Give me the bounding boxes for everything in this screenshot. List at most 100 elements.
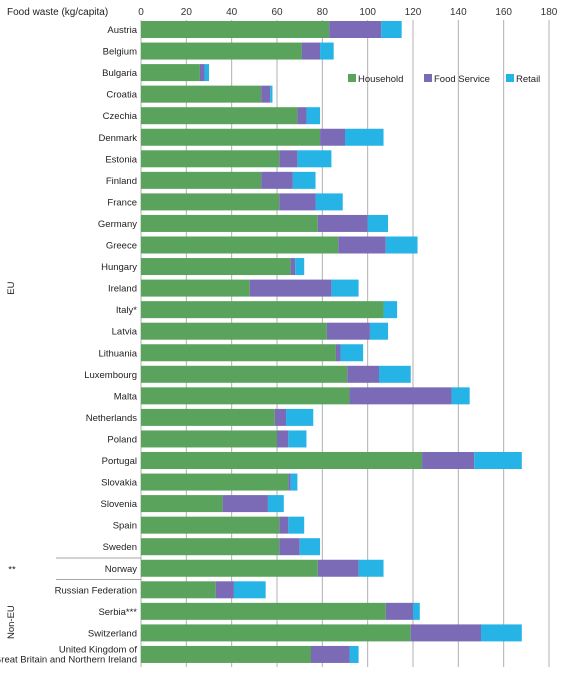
bar-segment-food-service xyxy=(222,495,268,513)
bar-segment-retail xyxy=(288,516,305,534)
bar-segment-food-service xyxy=(199,64,205,82)
bar-segment-household xyxy=(141,301,384,319)
bar-segment-food-service xyxy=(215,581,234,599)
legend-swatch xyxy=(506,74,514,82)
bar-segment-food-service xyxy=(326,322,370,340)
category-label: Spain xyxy=(113,521,137,532)
bar-segment-retail xyxy=(481,624,522,642)
x-axis-title: Food waste (kg/capita) xyxy=(7,7,108,18)
bar-segment-food-service xyxy=(279,516,289,534)
bar-segment-food-service xyxy=(338,236,386,254)
bar-segment-retail xyxy=(267,495,284,513)
bar-segment-household xyxy=(141,279,250,297)
category-label: Poland xyxy=(107,434,137,445)
category-label: Netherlands xyxy=(86,413,137,424)
category-label: Russian Federation xyxy=(55,585,137,596)
category-label: Austria xyxy=(107,25,137,36)
legend: Household Food Service Retail xyxy=(348,74,540,85)
bar-segment-household xyxy=(141,430,277,448)
bar-segment-retail xyxy=(315,193,343,211)
category-label: Portugal xyxy=(102,456,137,467)
bar-segment-retail xyxy=(270,85,273,103)
bar-segment-food-service xyxy=(311,645,350,663)
bar-segment-retail xyxy=(369,322,389,340)
bar-segment-food-service xyxy=(261,85,271,103)
category-label: Italy* xyxy=(116,305,137,316)
bar-segment-food-service xyxy=(301,42,321,60)
bar-segment-food-service xyxy=(317,559,359,577)
bar-segment-household xyxy=(141,581,216,599)
bar-segment-retail xyxy=(306,107,321,125)
bars xyxy=(141,21,522,663)
x-tick-label: 120 xyxy=(405,7,422,18)
legend-swatch xyxy=(348,74,356,82)
bar-segment-food-service xyxy=(297,107,307,125)
bar-segment-food-service xyxy=(261,171,293,189)
bar-segment-household xyxy=(141,365,348,383)
bar-segment-retail xyxy=(233,581,266,599)
bar-segment-retail xyxy=(379,365,411,383)
x-tick-label: 60 xyxy=(271,7,283,18)
bar-segment-food-service xyxy=(349,387,452,405)
bar-segment-retail xyxy=(385,236,418,254)
bar-segment-food-service xyxy=(422,452,475,469)
x-tick-label: 140 xyxy=(450,7,467,18)
category-label: Croatia xyxy=(106,90,137,101)
legend-swatch xyxy=(424,74,432,82)
category-label: Denmark xyxy=(98,133,137,144)
bar-segment-household xyxy=(141,602,386,620)
category-label: France xyxy=(107,197,137,208)
category-label: Germany xyxy=(98,219,137,230)
category-label: Belgium xyxy=(103,47,137,58)
group-label: Non-EU xyxy=(6,605,17,639)
bar-segment-household xyxy=(141,150,280,168)
category-labels: Austria Belgium Bulgaria Croatia Czechia Denm… xyxy=(0,25,138,665)
x-tick-label: 0 xyxy=(138,7,144,18)
bar-segment-household xyxy=(141,645,311,663)
category-label: Ireland xyxy=(108,284,137,295)
bar-segment-retail xyxy=(286,408,314,426)
category-label: Serbia*** xyxy=(98,607,137,618)
bar-segment-food-service xyxy=(279,193,316,211)
category-label: Lithuania xyxy=(98,348,137,359)
bar-segment-retail xyxy=(381,21,402,38)
bar-segment-food-service xyxy=(279,150,298,168)
x-tick-label: 160 xyxy=(495,7,512,18)
category-label: Bulgaria xyxy=(102,68,138,79)
x-tick-label: 80 xyxy=(317,7,329,18)
category-label: Greece xyxy=(106,241,137,252)
category-label: Slovakia xyxy=(101,478,138,489)
bar-segment-household xyxy=(141,538,280,556)
bar-segment-food-service xyxy=(385,602,413,620)
bar-segment-household xyxy=(141,322,327,340)
bar-segment-household xyxy=(141,344,336,362)
bar-segment-retail xyxy=(290,473,298,491)
bar-segment-household xyxy=(141,128,321,146)
bar-segment-food-service xyxy=(347,365,379,383)
bar-segment-food-service xyxy=(317,214,368,232)
bar-segment-household xyxy=(141,107,298,125)
gridlines xyxy=(140,20,550,667)
bar-segment-household xyxy=(141,495,223,513)
bar-segment-food-service xyxy=(277,430,289,448)
bar-segment-household xyxy=(141,236,339,254)
x-tick-label: 180 xyxy=(541,7,558,18)
category-label: Hungary xyxy=(101,262,137,273)
bar-segment-food-service xyxy=(288,473,291,491)
bar-segment-household xyxy=(141,408,275,426)
bar-segment-household xyxy=(141,42,302,60)
bar-segment-food-service xyxy=(279,538,300,556)
legend-label: Food Service xyxy=(434,74,490,85)
bar-segment-household xyxy=(141,258,291,276)
bar-segment-household xyxy=(141,214,318,232)
legend-label: Household xyxy=(358,74,403,85)
x-tick-label: 20 xyxy=(181,7,193,18)
legend-label: Retail xyxy=(516,74,540,85)
category-label: Luxembourg xyxy=(84,370,137,381)
bar-segment-retail xyxy=(297,150,332,168)
bar-segment-household xyxy=(141,452,423,469)
bar-segment-household xyxy=(141,624,411,642)
bar-segment-food-service xyxy=(335,344,341,362)
bar-segment-household xyxy=(141,387,350,405)
